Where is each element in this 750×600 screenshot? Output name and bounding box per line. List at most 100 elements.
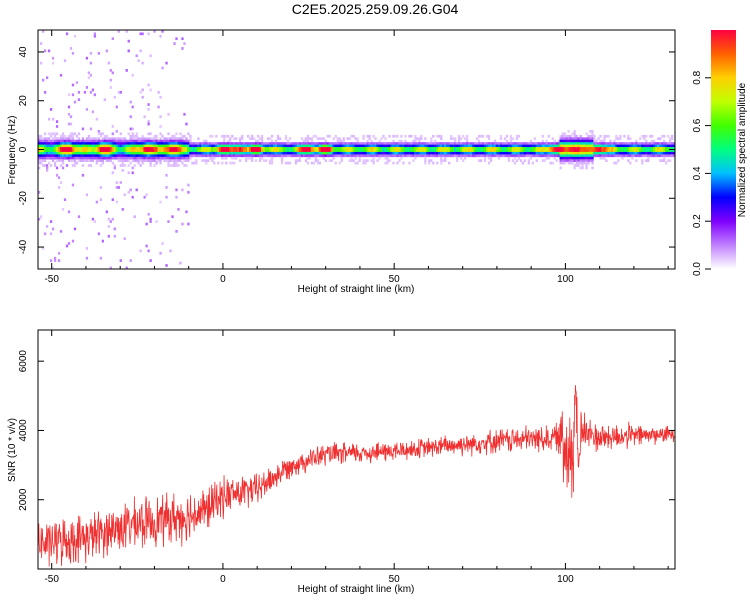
spectrogram-cell	[183, 151, 186, 155]
spectrogram-cell	[481, 134, 485, 138]
spectrogram-cell	[109, 266, 112, 269]
spectrogram-cell	[43, 164, 47, 167]
spectrogram-cell	[233, 137, 236, 141]
spectrogram-cell	[296, 151, 300, 155]
spectrogram-cell	[183, 134, 186, 138]
spectrogram-cell	[495, 142, 499, 145]
spectrogram-cell	[119, 259, 122, 262]
spectrogram-cell	[655, 154, 658, 158]
colorbar-ticks: 0.00.20.40.60.8	[692, 70, 711, 276]
spectrogram-cell	[573, 164, 576, 167]
spectrogram-cell	[149, 139, 152, 143]
spectrogram-cell	[49, 144, 53, 148]
spectrogram-cell	[241, 147, 244, 150]
spectrogram-cell	[145, 193, 148, 197]
spectrogram-cell	[51, 137, 55, 141]
spectrogram-cell	[521, 147, 525, 150]
spectrogram-cell	[581, 147, 584, 150]
spectrogram-cell	[386, 154, 389, 158]
spectrogram-cell	[39, 61, 43, 65]
spectrogram-cell	[655, 147, 658, 150]
spectrogram-cell	[219, 154, 222, 158]
spectrogram-cell	[59, 137, 63, 141]
spectrogram-cell	[581, 139, 584, 143]
spectrogram-cell	[442, 151, 445, 155]
spectrogram-cell	[151, 159, 154, 162]
spectrogram-cell	[145, 144, 148, 148]
spectrogram-cell	[581, 166, 584, 170]
spectrogram-cell	[81, 127, 85, 131]
spectrogram-cell	[278, 142, 282, 145]
spectrogram-cell	[390, 142, 393, 145]
spectrogram-cell	[420, 147, 423, 150]
spectrogram-cell	[49, 108, 53, 111]
spectrogram-cell	[183, 164, 186, 167]
spectrogram-cell	[637, 142, 640, 145]
spectrogram-cell	[117, 149, 120, 153]
spectrogram-cell	[358, 159, 361, 162]
spectrogram-cell	[432, 154, 435, 158]
spectrogram-cell	[352, 149, 355, 153]
spectrogram-cell	[539, 147, 542, 150]
spectrogram-cell	[561, 142, 564, 145]
spectrogram-cell	[567, 151, 570, 155]
spectrogram-cell	[225, 149, 228, 153]
spectrogram-cell	[290, 142, 294, 145]
spectrogram-cell	[583, 154, 586, 158]
spectrogram-cell	[479, 149, 483, 153]
spectrogram-cell	[113, 139, 116, 143]
spectrogram-cell	[314, 151, 317, 155]
spectrogram-cell	[111, 147, 114, 150]
spectrogram-cell	[356, 144, 359, 148]
spectrogram-cell	[105, 156, 108, 160]
spectrogram-cell	[591, 151, 594, 155]
spectrogram-cell	[392, 154, 395, 158]
spectrogram-cell	[551, 142, 554, 145]
spectrogram-cell	[97, 154, 101, 158]
spectrogram-cell	[181, 134, 184, 138]
spectrogram-cell	[551, 149, 554, 153]
spectrogram-cell	[165, 149, 168, 153]
spectrogram-cell	[225, 161, 228, 165]
spectrogram-cell	[151, 149, 154, 153]
spectrogram-cell	[99, 142, 102, 145]
spectrogram-cell	[143, 139, 146, 143]
spectrogram-cell	[175, 132, 178, 136]
spectrogram-cell	[147, 103, 150, 106]
spectrogram-cell	[601, 149, 604, 153]
spectrogram-cell	[264, 154, 268, 158]
spectrogram-cell	[137, 151, 140, 155]
spectrogram-cell	[621, 149, 624, 153]
spectrogram-cell	[509, 144, 513, 148]
spectrogram-cell	[440, 144, 443, 148]
spectrogram-cell	[589, 149, 592, 153]
spectrogram-cell	[328, 142, 331, 145]
spectrogram-cell	[294, 151, 298, 155]
spectrogram-cell	[416, 137, 419, 141]
spectrogram-cell	[647, 149, 650, 153]
spectrogram-cell	[398, 154, 401, 158]
spectrogram-cell	[139, 32, 142, 36]
spectrogram-cell	[211, 151, 214, 155]
spectrogram-cell	[119, 144, 122, 148]
spectrogram-cell	[358, 154, 361, 158]
spectrogram-cell	[669, 137, 672, 141]
spectrogram-cell	[145, 222, 148, 226]
spectrogram-cell	[356, 142, 359, 145]
spectrogram-cell	[165, 144, 168, 148]
spectrogram-cell	[239, 139, 242, 143]
spectrogram-cell	[338, 139, 341, 143]
spectrogram-cell	[661, 134, 664, 138]
spectrogram-cell	[91, 151, 95, 155]
spectrogram-cell	[245, 159, 248, 162]
spectrogram-cell	[79, 156, 83, 160]
spectrogram-cell	[577, 154, 580, 158]
spectrogram-cell	[137, 137, 140, 141]
spectrogram-cell	[45, 225, 49, 228]
spectrogram-cell	[59, 154, 63, 158]
spectrogram-cell	[141, 142, 144, 145]
spectrogram-cell	[593, 134, 596, 138]
spectrogram-cell	[105, 147, 108, 150]
spectrogram-cell	[157, 147, 160, 150]
spectrogram-cell	[320, 151, 323, 155]
